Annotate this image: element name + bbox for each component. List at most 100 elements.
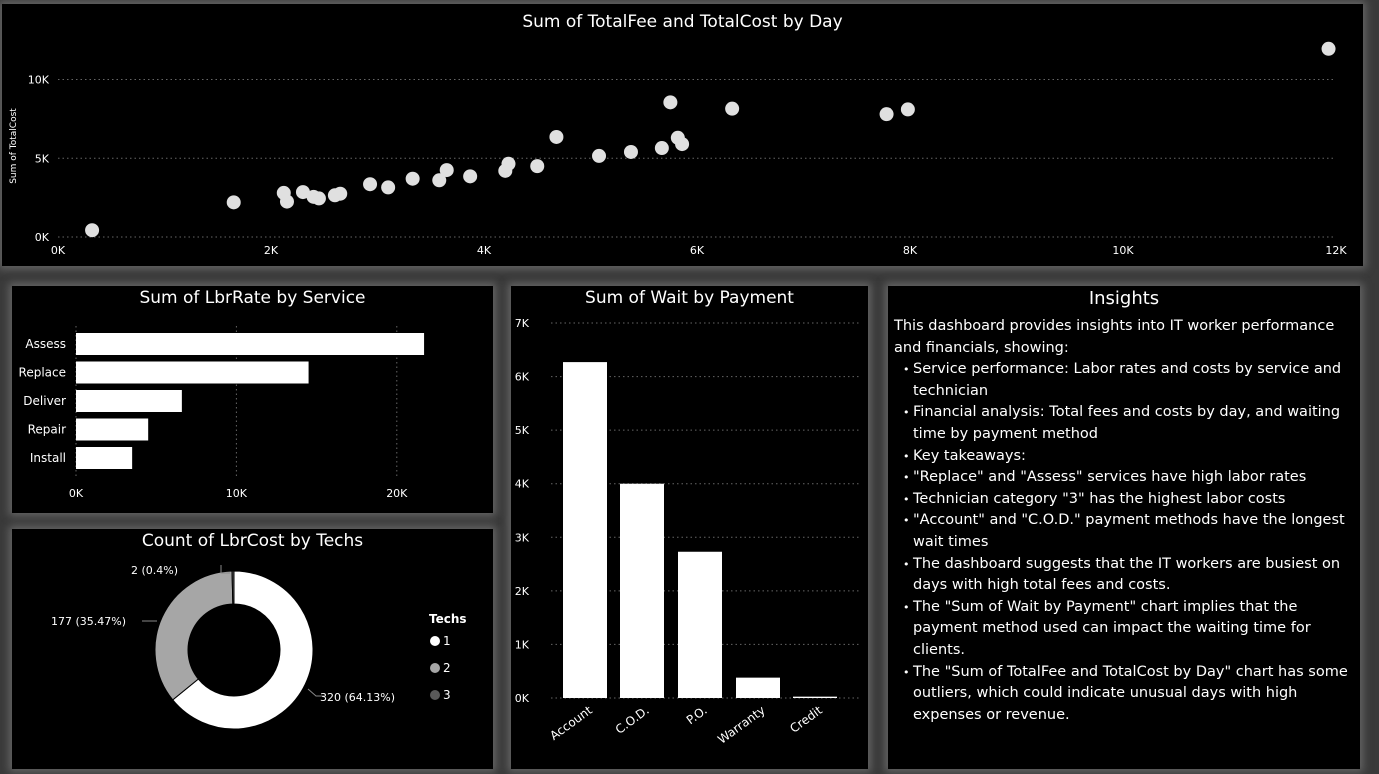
y-tick-label: 4K bbox=[515, 478, 530, 491]
legend-marker bbox=[430, 663, 440, 673]
leader-line bbox=[220, 565, 230, 574]
data-label: 177 (35.47%) bbox=[51, 615, 126, 628]
service-bar bbox=[76, 361, 309, 384]
y-tick-label: 7K bbox=[515, 317, 530, 330]
payment-bar-panel: Sum of Wait by Payment 0K 1K 2K 3K 4K 5K 6K 7K A… bbox=[511, 286, 868, 769]
service-bar-chart[interactable]: 0K 10K 20K Assess Replace Deliver Repair Instal… bbox=[12, 286, 493, 513]
insight-bullet: "Replace" and "Assess" services have hig… bbox=[903, 467, 1352, 489]
insights-intro: This dashboard provides insights into IT… bbox=[894, 318, 1335, 356]
insight-bullet: Key takeaways: bbox=[903, 446, 1352, 468]
payment-bar-chart[interactable]: 0K 1K 2K 3K 4K 5K 6K 7K Account C.O.D. P.O. Warrant… bbox=[511, 286, 868, 769]
scatter-point bbox=[725, 101, 740, 116]
scatter-point bbox=[501, 156, 516, 171]
x-tick-label: 8K bbox=[903, 244, 918, 257]
service-bar bbox=[76, 390, 182, 412]
category-label: Assess bbox=[25, 337, 66, 351]
category-label: Repair bbox=[28, 423, 66, 437]
scatter-point bbox=[432, 173, 447, 188]
y-tick-label: 6K bbox=[515, 371, 530, 384]
payment-bar bbox=[678, 551, 722, 698]
category-label: Replace bbox=[19, 366, 66, 380]
insight-bullet: The dashboard suggests that the IT worke… bbox=[903, 554, 1352, 597]
payment-bar-title: Sum of Wait by Payment bbox=[585, 288, 794, 308]
donut-slice bbox=[172, 570, 314, 730]
y-tick-label: 1K bbox=[515, 638, 530, 651]
insight-bullet: Service performance: Labor rates and cos… bbox=[903, 359, 1352, 402]
category-label: P.O. bbox=[684, 703, 710, 727]
insights-text: This dashboard provides insights into IT… bbox=[894, 316, 1352, 726]
service-bar-panel: Sum of LbrRate by Service 0K 10K 20K Assess… bbox=[12, 286, 493, 513]
category-label: Deliver bbox=[23, 394, 66, 408]
insight-bullet: Technician category "3" has the highest … bbox=[903, 489, 1352, 511]
scatter-point bbox=[439, 163, 454, 178]
y-tick-label: 3K bbox=[515, 531, 530, 544]
service-bar bbox=[76, 418, 149, 441]
scatter-point bbox=[592, 148, 607, 163]
scatter-point bbox=[463, 169, 478, 184]
service-bar-title: Sum of LbrRate by Service bbox=[139, 288, 366, 308]
category-label: Account bbox=[547, 703, 595, 743]
x-tick-label: 10K bbox=[226, 487, 248, 500]
insight-bullet: The "Sum of TotalFee and TotalCost by Da… bbox=[903, 662, 1352, 727]
legend-label: 3 bbox=[443, 688, 451, 702]
y-axis-label: Sum of TotalCost bbox=[9, 108, 19, 184]
x-tick-label: 0K bbox=[51, 244, 66, 257]
x-tick-label: 0K bbox=[69, 487, 84, 500]
category-label: Warranty bbox=[715, 703, 768, 747]
category-label: Install bbox=[30, 451, 66, 465]
insights-panel: Insights This dashboard provides insight… bbox=[888, 286, 1360, 769]
scatter-point bbox=[675, 137, 690, 152]
leader-line bbox=[307, 688, 324, 697]
insights-title: Insights bbox=[1088, 288, 1160, 309]
insights-list: Service performance: Labor rates and cos… bbox=[894, 359, 1352, 726]
y-tick-label: 0K bbox=[35, 231, 50, 244]
donut-slice bbox=[231, 570, 235, 605]
y-tick-label: 2K bbox=[515, 585, 530, 598]
legend-label: 2 bbox=[443, 661, 451, 675]
category-label: Credit bbox=[787, 703, 825, 736]
payment-bar bbox=[736, 677, 780, 698]
y-tick-label: 5K bbox=[515, 424, 530, 437]
y-tick-label: 5K bbox=[35, 152, 50, 165]
data-label: 320 (64.13%) bbox=[320, 691, 395, 704]
scatter-point bbox=[405, 171, 420, 186]
service-bar bbox=[76, 333, 425, 355]
insight-bullet: "Account" and "C.O.D." payment methods h… bbox=[903, 510, 1352, 553]
payment-bar bbox=[793, 696, 837, 698]
service-bar bbox=[76, 447, 133, 469]
x-tick-label: 2K bbox=[264, 244, 279, 257]
scatter-point bbox=[663, 95, 678, 110]
scatter-point bbox=[279, 194, 294, 209]
x-tick-label: 10K bbox=[1112, 244, 1134, 257]
legend-label: 1 bbox=[443, 634, 451, 648]
scatter-point bbox=[879, 107, 894, 122]
scatter-point bbox=[363, 177, 378, 192]
x-tick-label: 12K bbox=[1325, 244, 1347, 257]
scatter-point bbox=[311, 191, 326, 206]
scatter-panel: Sum of TotalFee and TotalCost by Day 0K 5… bbox=[2, 4, 1363, 266]
scatter-point bbox=[226, 195, 241, 210]
scatter-chart[interactable]: 0K 5K 10K 0K 2K 4K 6K 8K 10K 12K Sum of TotalCost bbox=[2, 4, 1363, 266]
payment-bar bbox=[620, 483, 664, 698]
donut-chart[interactable]: 2 (0.4%) 177 (35.47%) 320 (64.13%) Techs 1 2 3 bbox=[12, 529, 493, 769]
scatter-point bbox=[654, 141, 669, 156]
legend-title: Techs bbox=[429, 612, 467, 626]
scatter-point bbox=[1321, 41, 1336, 56]
scatter-point bbox=[623, 144, 638, 159]
category-label: C.O.D. bbox=[613, 703, 652, 737]
payment-bar bbox=[563, 362, 607, 698]
scatter-point bbox=[900, 102, 915, 117]
x-tick-label: 20K bbox=[386, 487, 408, 500]
scatter-point bbox=[530, 159, 545, 174]
scatter-title: Sum of TotalFee and TotalCost by Day bbox=[522, 12, 843, 32]
legend-marker bbox=[430, 690, 440, 700]
scatter-point bbox=[549, 129, 564, 144]
scatter-point bbox=[85, 223, 100, 238]
legend-marker bbox=[430, 636, 440, 646]
insight-bullet: Financial analysis: Total fees and costs… bbox=[903, 402, 1352, 445]
y-tick-label: 10K bbox=[28, 74, 50, 87]
donut-slice bbox=[154, 570, 234, 701]
x-tick-label: 4K bbox=[477, 244, 492, 257]
x-tick-label: 6K bbox=[690, 244, 705, 257]
scatter-point bbox=[381, 180, 396, 195]
